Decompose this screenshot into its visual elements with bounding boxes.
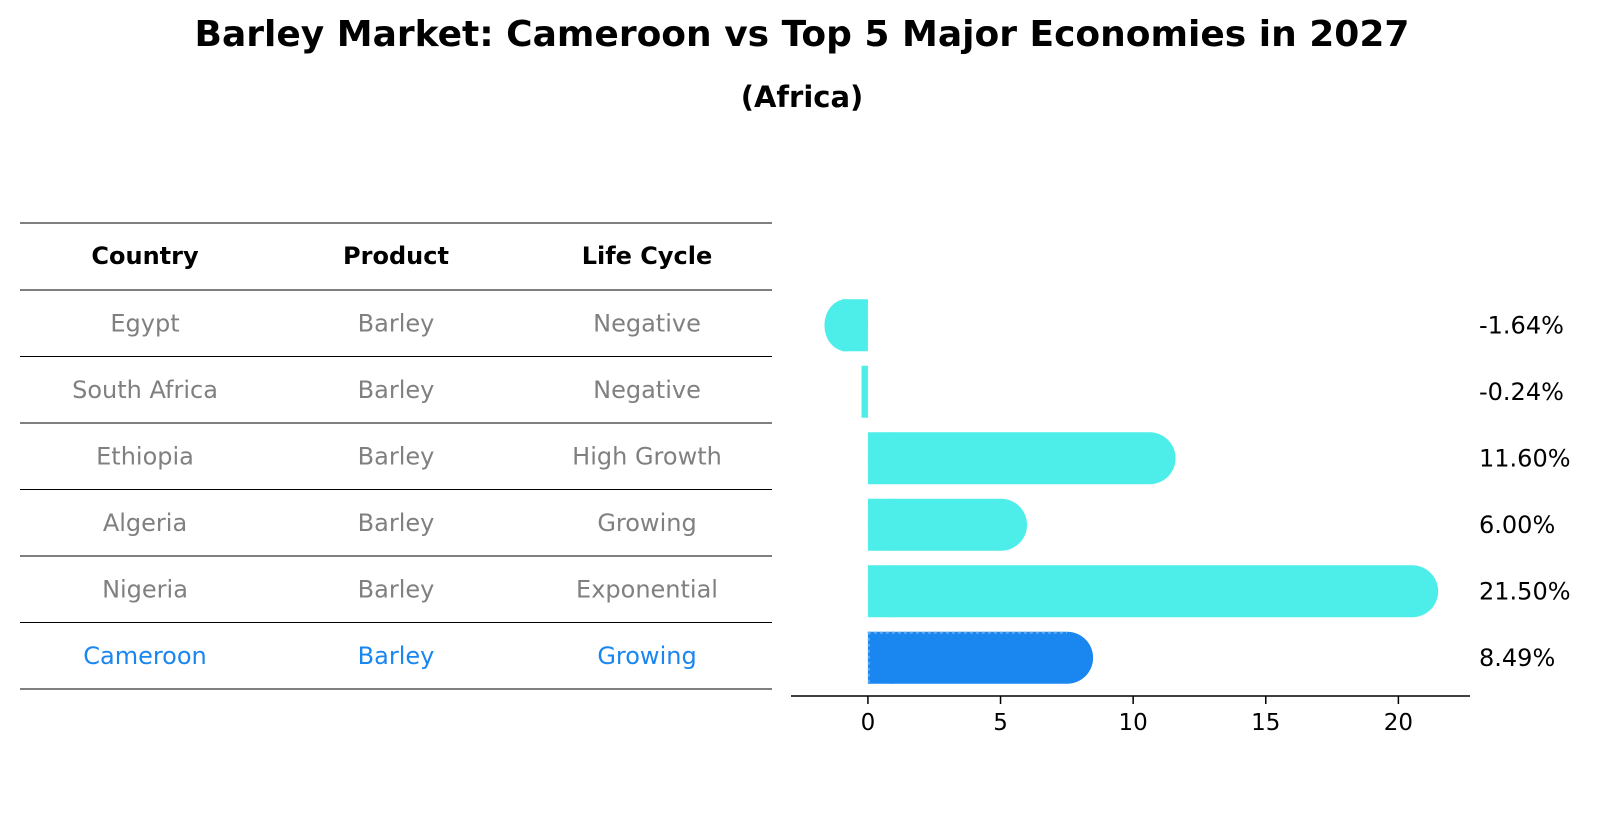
bar-value-label: 21.50% — [1479, 577, 1571, 605]
x-tick-label: 20 — [1384, 710, 1413, 736]
bar-flat-end — [841, 299, 868, 352]
table-cell: Algeria — [103, 509, 187, 537]
x-tick-label: 5 — [993, 710, 1008, 736]
bar — [867, 498, 1028, 551]
bar-flat-end — [867, 498, 894, 551]
bar-chart: -1.64% -0.24% 11.60% 6.00% 21.50% 8.49% 0 5 10 15… — [791, 299, 1571, 736]
table-cell: Barley — [358, 376, 435, 404]
bar — [867, 565, 1439, 618]
table-cell: South Africa — [72, 376, 218, 404]
bar-value-label: -0.24% — [1479, 378, 1564, 406]
table-cell: Nigeria — [102, 575, 188, 603]
bar-value-label: -1.64% — [1479, 311, 1564, 339]
data-table: Country Product Life Cycle Egypt Barley Negat… — [20, 222, 772, 690]
table-header-cell: Country — [91, 242, 199, 270]
table-cell: Egypt — [110, 309, 179, 337]
x-tick-label: 15 — [1251, 710, 1280, 736]
table-cell: Growing — [597, 509, 696, 537]
bar — [867, 631, 1094, 684]
bar-flat-end — [867, 565, 894, 618]
table-cell: Cameroon — [83, 642, 207, 670]
chart-subtitle: (Africa) — [740, 80, 864, 114]
table-header-cell: Product — [343, 242, 449, 270]
table-cell: Barley — [358, 509, 435, 537]
x-tick-label: 0 — [861, 710, 876, 736]
table-cell: Exponential — [576, 575, 718, 603]
bar-value-label: 11.60% — [1479, 444, 1571, 472]
table-cell: Growing — [597, 642, 696, 670]
x-tick-label: 10 — [1119, 710, 1148, 736]
table-cell: High Growth — [572, 442, 722, 470]
table-cell: Barley — [358, 442, 435, 470]
table-cell: Ethiopia — [96, 442, 194, 470]
bar — [867, 432, 1176, 485]
chart-title: Barley Market: Cameroon vs Top 5 Major E… — [194, 14, 1410, 55]
bar-value-label: 6.00% — [1479, 511, 1555, 539]
bar-flat-end — [867, 631, 894, 684]
bar-flat-end — [867, 432, 894, 485]
table-cell: Barley — [358, 642, 435, 670]
bar-value-label: 8.49% — [1479, 644, 1555, 672]
bar — [861, 365, 868, 418]
table-cell: Barley — [358, 575, 435, 603]
table-cell: Negative — [593, 309, 701, 337]
table-cell: Barley — [358, 309, 435, 337]
table-cell: Negative — [593, 376, 701, 404]
table-header-cell: Life Cycle — [582, 242, 713, 270]
